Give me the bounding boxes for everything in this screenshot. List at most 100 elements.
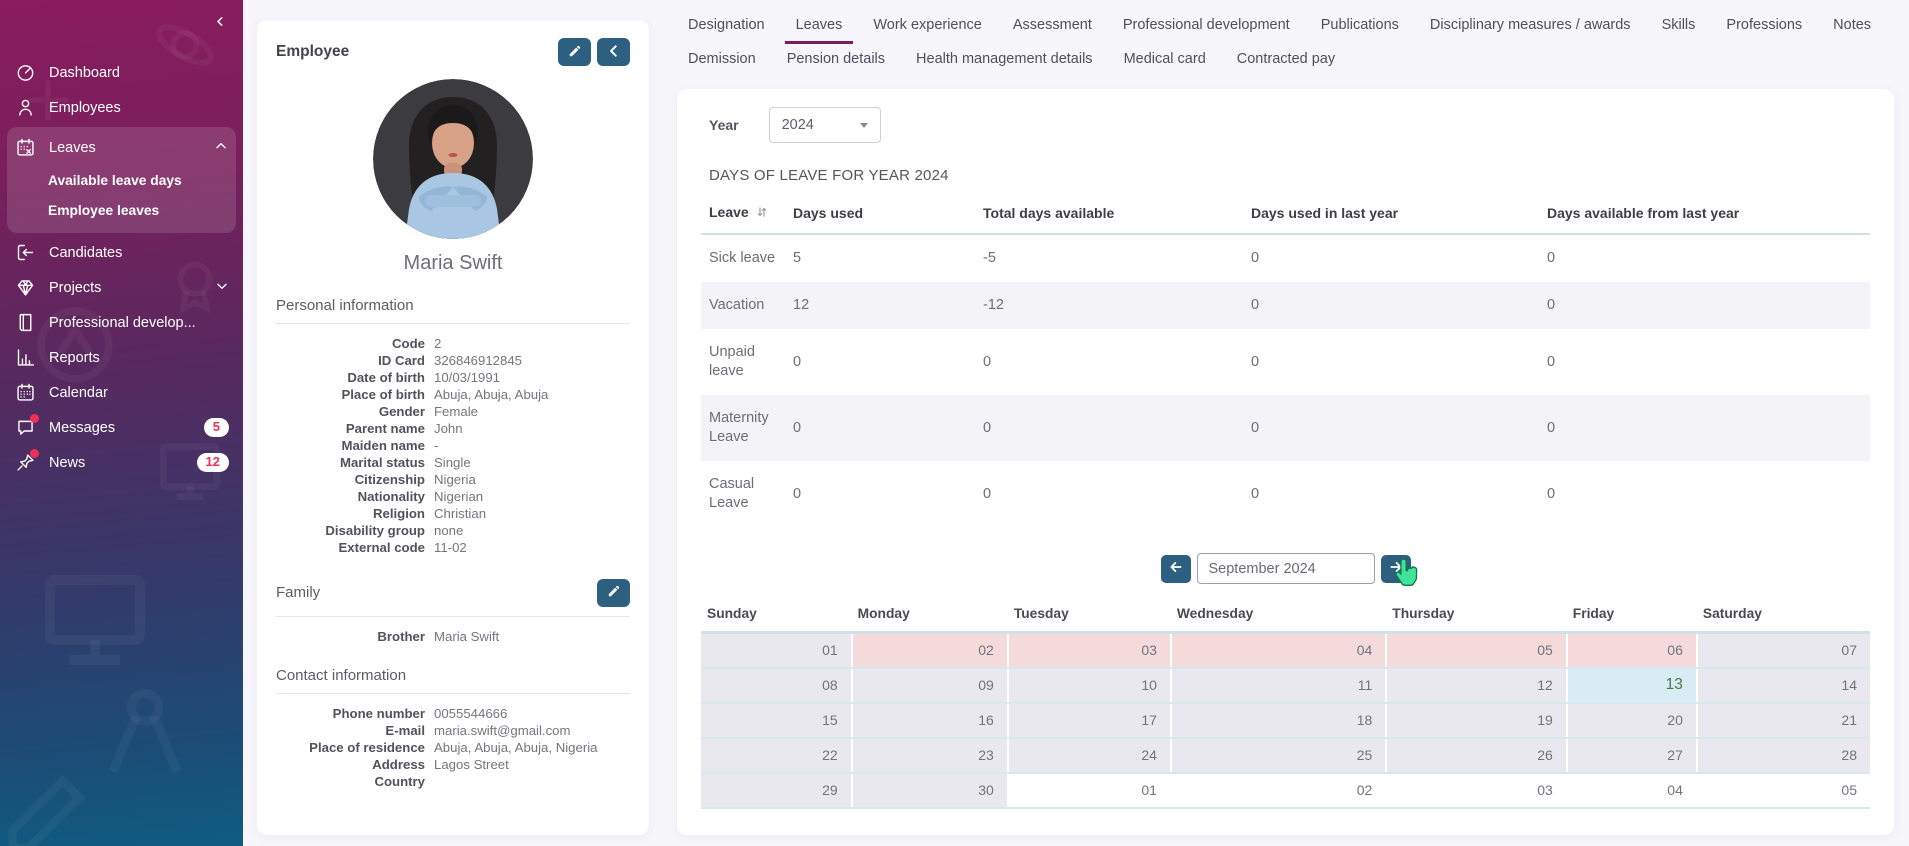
calendar-day-cell[interactable]: 08 [701, 667, 853, 704]
leave-value-cell: 0 [983, 485, 992, 502]
calendar-day-cell[interactable]: 02 [1170, 772, 1388, 809]
sidebar-item-reports[interactable]: Reports [0, 340, 243, 375]
calendar-day-leave[interactable]: 03 [1007, 632, 1172, 669]
tab-work-experience[interactable]: Work experience [873, 17, 982, 33]
year-select[interactable]: 2024 [768, 107, 881, 143]
calendar-day-cell[interactable]: 07 [1696, 632, 1870, 669]
tab-contracted-pay[interactable]: Contracted pay [1236, 51, 1336, 67]
tab-assessment[interactable]: Assessment [1012, 17, 1092, 33]
tab-designation[interactable]: Designation [688, 17, 765, 33]
calendar-day-cell[interactable]: 18 [1170, 702, 1388, 739]
calendar-day-leave[interactable]: 05 [1386, 632, 1568, 669]
sidebar-collapse-button[interactable] [207, 8, 233, 34]
calendar-day-cell[interactable]: 05 [1696, 772, 1870, 809]
calendar-day-cell[interactable]: 12 [1386, 667, 1568, 704]
field-value [434, 774, 630, 791]
next-month-button[interactable] [1380, 554, 1411, 583]
tab-professional-development[interactable]: Professional development [1122, 17, 1290, 33]
tab-demission[interactable]: Demission [688, 51, 756, 67]
tab-pension-details[interactable]: Pension details [786, 51, 886, 67]
calendar-day-cell[interactable]: 15 [701, 702, 853, 739]
sidebar-subitem-available-leave-days[interactable]: Available leave days [48, 173, 182, 188]
sidebar-item-leaves[interactable]: Leaves [7, 130, 236, 165]
leave-row-vacation: Vacation 12 -12 0 0 [701, 282, 1870, 329]
leave-value-cell: 12 [793, 297, 810, 313]
calendar-day-cell[interactable]: 03 [1386, 772, 1568, 809]
calendar-day-cell[interactable]: 27 [1566, 737, 1698, 774]
calendar-day-cell[interactable]: 25 [1170, 737, 1388, 774]
edit-employee-button[interactable] [558, 38, 591, 66]
calendar-day-today[interactable]: 13 [1566, 667, 1698, 704]
field-label: Brother [377, 628, 425, 644]
sidebar-item-label: Employees [49, 99, 121, 116]
tab-disciplinary-measures-awards[interactable]: Disciplinary measures / awards [1429, 17, 1631, 33]
calendar-day-cell[interactable]: 01 [1007, 772, 1172, 809]
calendar-day-cell[interactable]: 16 [851, 702, 1009, 739]
field-row: Gender Female [276, 404, 630, 421]
sidebar-item-candidates[interactable]: Candidates [0, 235, 243, 270]
month-input[interactable] [1196, 553, 1375, 584]
calendar-day-cell[interactable]: 20 [1566, 702, 1698, 739]
calendar-day-cell[interactable]: 17 [1007, 702, 1172, 739]
calendar-day-leave[interactable]: 02 [851, 632, 1009, 669]
tab-health-management-details[interactable]: Health management details [916, 51, 1093, 67]
calendar-day-leave[interactable]: 06 [1566, 632, 1698, 669]
tab-medical-card[interactable]: Medical card [1123, 51, 1206, 67]
sidebar-item-projects[interactable]: Projects [0, 270, 243, 305]
candidates-icon [15, 242, 36, 263]
calendar-day-cell[interactable]: 11 [1170, 667, 1388, 704]
field-row: Date of birth 10/03/1991 [276, 370, 630, 387]
tab-notes[interactable]: Notes [1833, 17, 1872, 33]
leave-value-cell: 0 [1251, 297, 1260, 313]
reports-icon [15, 347, 36, 368]
sidebar-item-calendar[interactable]: Calendar [0, 375, 243, 410]
employee-name: Maria Swift [403, 252, 503, 274]
back-button[interactable] [597, 38, 630, 66]
calendar-day-header-saturday: Saturday [1696, 598, 1870, 634]
calendar-day-cell[interactable]: 21 [1696, 702, 1870, 739]
calendar-day-cell[interactable]: 04 [1566, 772, 1698, 809]
column-header-leave[interactable]: Leave [701, 198, 785, 235]
column-header-total-days-available: Total days available [975, 198, 1243, 235]
leave-value-cell: 0 [1251, 353, 1260, 370]
sidebar-item-news[interactable]: News 12 [0, 445, 243, 480]
projects-icon [15, 277, 36, 298]
field-value: Lagos Street [434, 757, 509, 772]
field-row: Address Lagos Street [276, 757, 630, 774]
edit-family-button[interactable] [597, 578, 630, 607]
calendar-day-leave[interactable]: 04 [1170, 632, 1388, 669]
calendar-day-cell[interactable]: 19 [1386, 702, 1568, 739]
sidebar-item-dashboard[interactable]: Dashboard [0, 55, 243, 90]
calendar-day-cell[interactable]: 10 [1007, 667, 1172, 704]
calendar-day-cell[interactable]: 01 [701, 632, 853, 669]
calendar-day-cell[interactable]: 29 [701, 772, 853, 809]
chevron-down-icon [859, 122, 868, 128]
tab-skills[interactable]: Skills [1661, 17, 1696, 33]
tab-bar-row2: Demission Pension details Health managemen… [677, 44, 1894, 78]
sidebar-item-messages[interactable]: Messages 5 [0, 410, 243, 445]
month-calendar: Sunday Monday Tuesday Wednesday Thursday Frid… [701, 598, 1870, 809]
field-value: 10/03/1991 [434, 370, 501, 385]
calendar-day-cell[interactable]: 14 [1696, 667, 1870, 704]
calendar-day-cell[interactable]: 24 [1007, 737, 1172, 774]
field-value: John [434, 421, 463, 436]
calendar-day-cell[interactable]: 23 [851, 737, 1009, 774]
tab-professions[interactable]: Professions [1726, 17, 1803, 33]
calendar-day-cell[interactable]: 28 [1696, 737, 1870, 774]
calendar-day-cell[interactable]: 09 [851, 667, 1009, 704]
tab-publications[interactable]: Publications [1320, 17, 1399, 33]
leave-value-cell: 0 [1547, 485, 1556, 502]
previous-month-button[interactable] [1160, 554, 1191, 583]
sidebar-subitem-employee-leaves[interactable]: Employee leaves [48, 203, 160, 218]
leave-value-cell: 0 [1547, 250, 1556, 266]
calendar-day-cell[interactable]: 30 [851, 772, 1009, 809]
field-label: Nationality [357, 489, 425, 504]
calendar-day-cell[interactable]: 22 [701, 737, 853, 774]
tab-leaves[interactable]: Leaves [784, 10, 854, 44]
tab-bar-row1: Designation Leaves Work experience Assessme… [677, 10, 1894, 44]
sort-icon[interactable] [756, 205, 768, 221]
sidebar-item-professional-develop[interactable]: Professional develop... [0, 305, 243, 340]
sidebar-item-employees[interactable]: Employees [0, 90, 243, 125]
calendar-day-header-friday: Friday [1566, 598, 1697, 634]
calendar-day-cell[interactable]: 26 [1386, 737, 1568, 774]
